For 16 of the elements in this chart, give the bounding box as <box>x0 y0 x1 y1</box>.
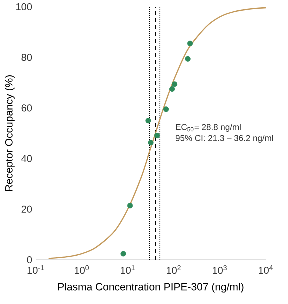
x-tick-label: 10$^{4}$ <box>259 266 274 274</box>
x-axis-title: Plasma Concentration PIPE-307 (ng/ml) <box>58 283 244 293</box>
x-tick-label: 10$^{3}$ <box>213 266 227 274</box>
y-tick-label: 40 <box>22 155 32 162</box>
x-tick-label: 10$^{0}$ <box>75 266 89 274</box>
y-tick-label: 60 <box>22 104 32 112</box>
x-tick-label: 10$^{1}$ <box>121 266 135 274</box>
y-tick-label: 0 <box>27 256 32 264</box>
annotation: 95% CI: 21.3 – 36.2 ng/ml <box>176 135 274 143</box>
annotation: EC$_{50}$= 28.8 ng/ml <box>176 124 241 132</box>
x-tick-label: 10$^{-1}$ <box>28 266 44 274</box>
y-axis-title: Receptor Occupancy (%) <box>5 76 15 192</box>
y-tick-label: 20 <box>22 206 32 213</box>
y-tick-label: 100 <box>16 3 32 11</box>
y-tick-label: 80 <box>22 54 32 62</box>
x-tick-label: 10$^{2}$ <box>167 266 181 274</box>
